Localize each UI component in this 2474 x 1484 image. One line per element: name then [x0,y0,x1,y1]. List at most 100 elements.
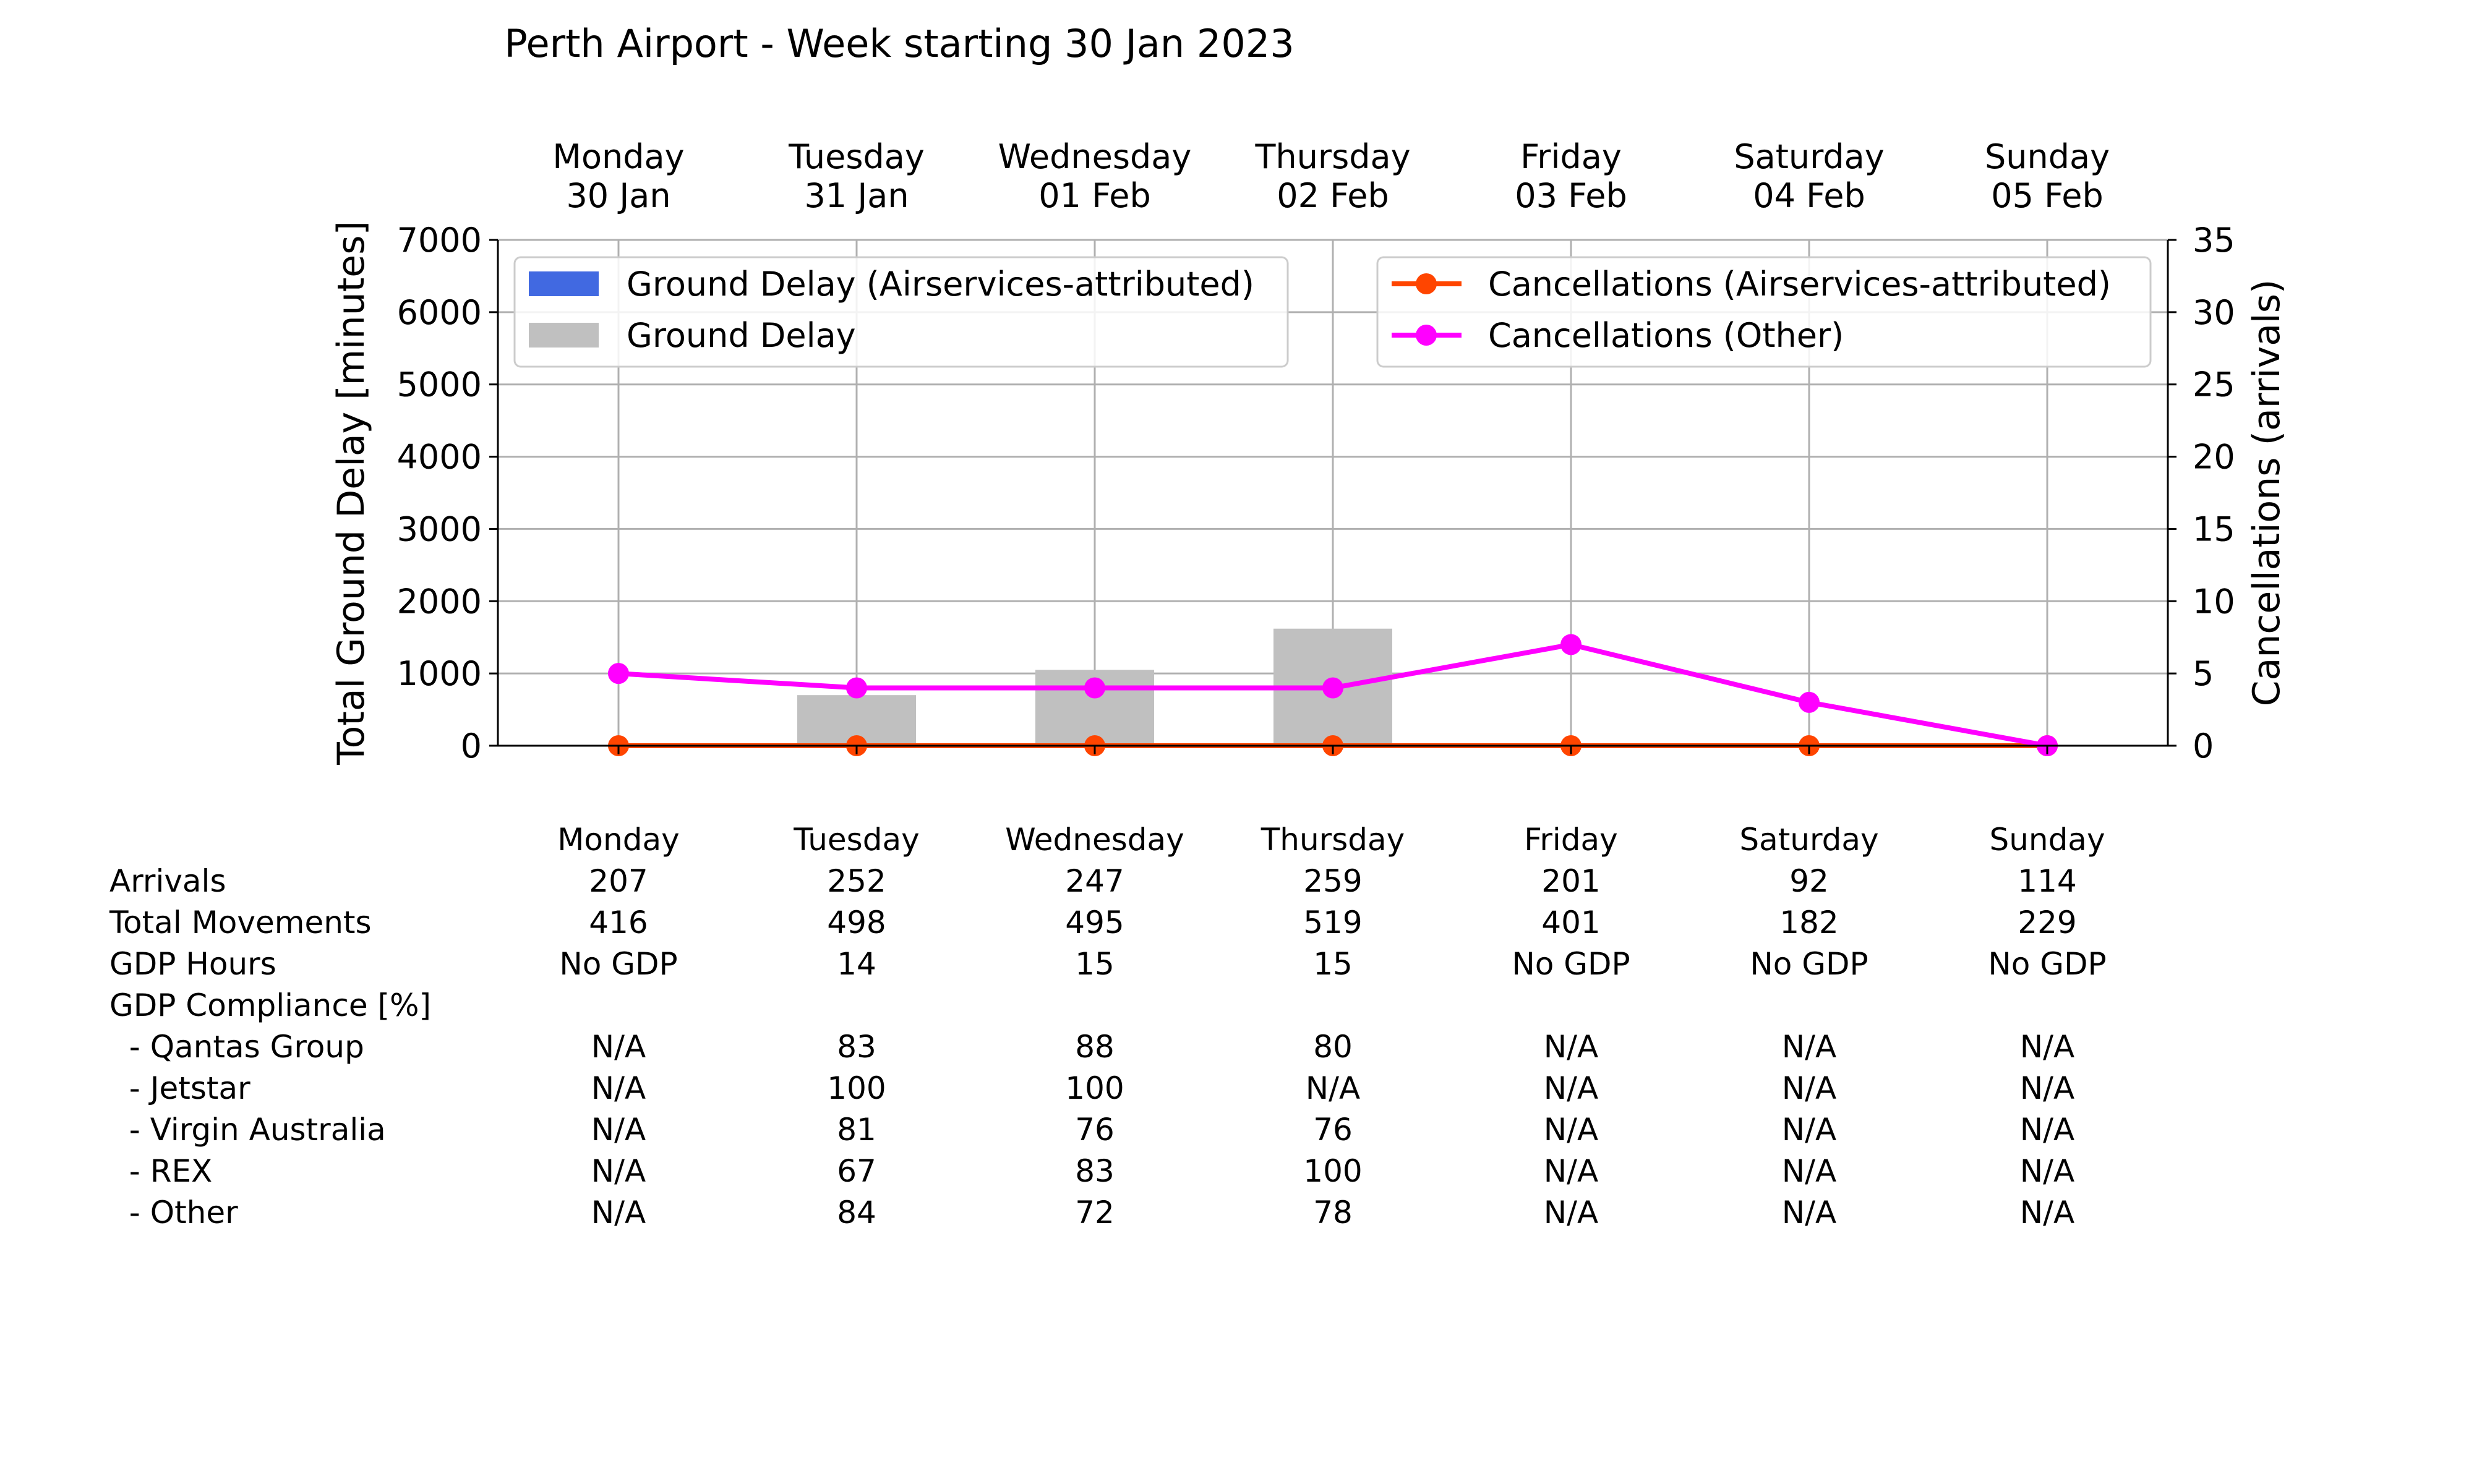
ytick-right-4: 20 [2193,438,2235,477]
table-cell-0-2: 247 [1065,863,1124,899]
day-name-2: Wednesday [998,137,1192,176]
table-cell-4-0: N/A [591,1029,646,1065]
table-header-2: Wednesday [1005,822,1184,858]
day-date-1: 31 Jan [804,176,909,215]
ytick-left-2: 2000 [397,582,482,621]
table-cell-8-0: N/A [591,1195,646,1230]
ytick-right-0: 0 [2193,727,2214,765]
table-row-label-3: GDP Compliance [%] [109,987,431,1023]
day-name-1: Tuesday [788,137,925,176]
table-cell-2-1: 14 [837,946,876,982]
axes: 0 1000 2000 3000 4000 5000 6000 7000 0 5 10 15 20 25 3… [330,221,2288,765]
legend-bars-box [513,256,1289,368]
table-header-6: Sunday [1989,822,2105,858]
table-cell-4-4: N/A [1544,1029,1598,1065]
table-cell-7-6: N/A [2020,1153,2074,1189]
table-cell-2-0: No GDP [559,946,677,982]
legend-bar-label-0: Ground Delay (Airservices-attributed) [627,265,1254,304]
ytick-left-1: 1000 [397,654,482,693]
table-cell-4-2: 88 [1075,1029,1115,1065]
legend-bar-label-1: Ground Delay [627,316,856,355]
table-header-5: Saturday [1739,822,1878,858]
ytick-left-5: 5000 [397,365,482,404]
table-cell-8-4: N/A [1544,1195,1598,1230]
table-row-label-8: - Other [109,1195,238,1230]
table-cell-6-1: 81 [837,1112,876,1148]
table-cell-7-5: N/A [1782,1153,1836,1189]
table-cell-0-3: 259 [1303,863,1362,899]
table-row-label-2: GDP Hours [109,946,276,982]
table-cell-4-6: N/A [2020,1029,2074,1065]
ytick-left-4: 4000 [397,438,482,477]
table-cell-8-2: 72 [1075,1195,1115,1230]
table-row-label-1: Total Movements [109,905,372,940]
day-name-6: Sunday [1985,137,2110,176]
table-cell-5-5: N/A [1782,1070,1836,1106]
legend-bar-swatch-0 [529,271,599,296]
table-cell-7-3: 100 [1303,1153,1362,1189]
ytick-left-0: 0 [461,727,482,765]
ytick-left-7: 7000 [397,221,482,260]
ytick-right-2: 10 [2193,582,2235,621]
table-cell-2-6: No GDP [1988,946,2106,982]
table-header-1: Tuesday [793,822,919,858]
ytick-left-3: 3000 [397,510,482,548]
table-cell-1-4: 401 [1541,905,1600,940]
legend-line-label-1: Cancellations (Other) [1488,316,1844,355]
table-cell-6-6: N/A [2020,1112,2074,1148]
table-cell-6-3: 76 [1313,1112,1353,1148]
day-date-2: 01 Feb [1038,176,1151,215]
table-header-4: Friday [1524,822,1618,858]
point-1-1 [846,677,867,699]
table-cell-8-5: N/A [1782,1195,1836,1230]
table-cell-2-2: 15 [1075,946,1115,982]
table-cell-1-6: 229 [2018,905,2076,940]
table-cell-7-0: N/A [591,1153,646,1189]
table-cell-5-4: N/A [1544,1070,1598,1106]
table-row-label-4: - Qantas Group [109,1029,364,1065]
table-cell-6-4: N/A [1544,1112,1598,1148]
table-cell-1-2: 495 [1065,905,1124,940]
ytick-left-6: 6000 [397,293,482,332]
legend-line-label-0: Cancellations (Airservices-attributed) [1488,265,2111,304]
legend-line-marker-1 [1416,325,1437,346]
table-cell-0-1: 252 [827,863,886,899]
table-header-3: Thursday [1261,822,1405,858]
table-cell-4-3: 80 [1313,1029,1353,1065]
day-date-5: 04 Feb [1753,176,1865,215]
table-row-label-7: - REX [109,1153,212,1189]
table-cell-6-5: N/A [1782,1112,1836,1148]
table-cell-1-0: 416 [589,905,648,940]
table-cell-5-2: 100 [1065,1070,1124,1106]
y-left-label: Total Ground Delay [minutes] [330,221,373,765]
legends: Ground Delay (Airservices-attributed) Gro… [513,256,2152,368]
legend-line-marker-0 [1416,273,1437,294]
day-date-4: 03 Feb [1515,176,1627,215]
day-name-0: Monday [552,137,684,176]
table-cell-7-1: 67 [837,1153,876,1189]
day-date-3: 02 Feb [1277,176,1389,215]
day-date-0: 30 Jan [566,176,670,215]
table-cell-5-3: N/A [1306,1070,1360,1106]
table-cell-1-1: 498 [827,905,886,940]
legend-bar-swatch-1 [529,323,599,348]
table-cell-4-1: 83 [837,1029,876,1065]
table-cell-2-4: No GDP [1512,946,1630,982]
day-name-4: Friday [1520,137,1622,176]
y-right-label: Cancellations (arrivals) [2245,279,2288,707]
table-cell-4-5: N/A [1782,1029,1836,1065]
table-cell-1-5: 182 [1779,905,1838,940]
data-table: Monday Tuesday Wednesday Thursday Friday Satu… [109,822,2107,1230]
day-date-6: 05 Feb [1991,176,2104,215]
table-cell-7-2: 83 [1075,1153,1115,1189]
day-name-3: Thursday [1254,137,1410,176]
ytick-right-6: 30 [2193,293,2235,332]
table-cell-0-5: 92 [1789,863,1829,899]
table-header-0: Monday [557,822,679,858]
table-cell-7-4: N/A [1544,1153,1598,1189]
table-cell-2-5: No GDP [1750,946,1868,982]
table-cell-8-6: N/A [2020,1195,2074,1230]
point-1-5 [1799,691,1820,713]
day-name-5: Saturday [1734,137,1884,176]
